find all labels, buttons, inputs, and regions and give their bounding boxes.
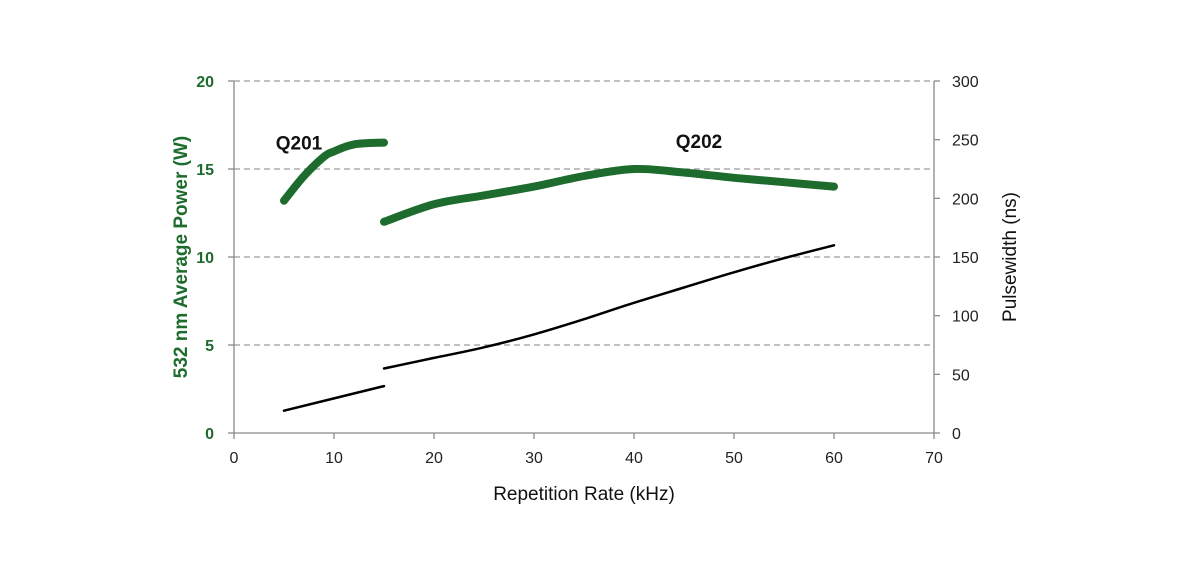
y-right-tick-label: 50 [952, 367, 970, 384]
x-tick-label: 20 [425, 450, 443, 467]
y-left-tick-label: 10 [196, 250, 214, 267]
y-right-tick-label: 200 [952, 191, 979, 208]
annotations: Q201 Q202 [276, 132, 722, 155]
annotation-q201: Q201 [276, 134, 323, 155]
y-right-tick-label: 300 [952, 74, 979, 91]
y-right-axis-title: Pulsewidth (ns) [1000, 192, 1021, 322]
y-right-tick-label: 100 [952, 309, 979, 326]
y-left-tick-label: 0 [205, 426, 214, 443]
annotation-q202: Q202 [676, 132, 722, 153]
grid [234, 80, 934, 346]
x-tick-label: 10 [325, 450, 343, 467]
y-left-tick-label: 5 [205, 338, 214, 355]
x-axis-title: Repetition Rate (kHz) [493, 484, 675, 505]
x-tick-label: 40 [625, 450, 643, 467]
x-tick-label: 70 [925, 450, 943, 467]
series-q202-power-line [380, 164, 838, 226]
y-left-tick-label: 20 [196, 74, 214, 91]
y-left-tick-label: 15 [196, 162, 214, 179]
x-tick-label: 30 [525, 450, 543, 467]
pulsewidth-line-2 [282, 384, 386, 412]
x-tick-label: 50 [725, 450, 743, 467]
y-left-axis-title: 532 nm Average Power (W) [171, 136, 192, 379]
series [280, 138, 838, 412]
x-tick-label: 0 [230, 450, 239, 467]
ticks: 0 10 20 30 40 50 60 700510152005010015020025030… [196, 74, 979, 467]
series-q201-power-line [280, 138, 388, 205]
pulsewidth-line-3 [382, 244, 836, 370]
x-tick-label: 60 [825, 450, 843, 467]
y-right-tick-label: 0 [952, 426, 961, 443]
y-right-tick-label: 150 [952, 250, 979, 267]
y-right-tick-label: 250 [952, 133, 979, 150]
